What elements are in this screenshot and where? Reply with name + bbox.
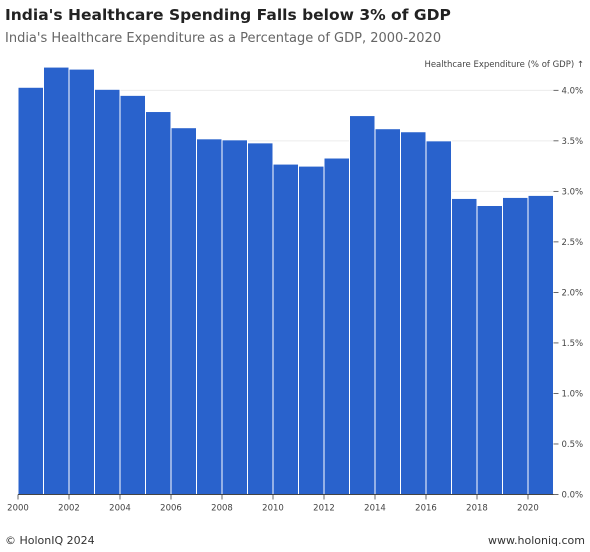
copyright-text: © HolonIQ 2024 (5, 534, 95, 547)
bar-2015[interactable] (400, 131, 427, 496)
y-tick-label: 2.5% (562, 238, 584, 248)
y-tick-label: 1.0% (562, 389, 584, 399)
axes: 0.0% 0.5% 1.0% 1.5% 2.0% 2.5% 3.0% 3.5% 4.0% 2000… (7, 86, 583, 513)
x-tick-label: 2020 (517, 504, 539, 514)
y-tick-label: 1.5% (562, 339, 584, 349)
x-tick-label: 2004 (109, 504, 131, 514)
x-tick-label: 2000 (7, 504, 29, 514)
bar-2000[interactable] (17, 86, 44, 495)
bar-2001[interactable] (43, 66, 70, 496)
bar-2020[interactable] (527, 194, 554, 496)
x-tick-label: 2018 (466, 504, 488, 514)
y-tick-label: 3.5% (562, 137, 584, 147)
website-link[interactable]: www.holoniq.com (488, 534, 585, 547)
bar-2010[interactable] (272, 163, 299, 495)
x-tick-label: 2008 (211, 504, 233, 514)
x-tick-label: 2016 (415, 504, 437, 514)
bar-2014[interactable] (374, 128, 401, 495)
bar-2017[interactable] (451, 197, 478, 495)
x-tick-label: 2006 (160, 504, 182, 514)
bar-2003[interactable] (94, 88, 121, 495)
bar-2004[interactable] (119, 94, 146, 496)
bar-2011[interactable] (298, 165, 325, 495)
bar-2008[interactable] (221, 139, 248, 495)
bar-2005[interactable] (145, 111, 172, 495)
x-tick-label: 2002 (58, 504, 80, 514)
x-tick-label: 2014 (364, 504, 386, 514)
bar-2019[interactable] (502, 196, 529, 495)
y-tick-label: 3.0% (562, 187, 584, 197)
bar-2018[interactable] (476, 205, 503, 495)
chart-title: India's Healthcare Spending Falls below … (5, 6, 451, 24)
y-tick-label: 4.0% (562, 86, 584, 96)
y-tick-label: 0.0% (562, 491, 584, 501)
x-tick-label: 2010 (262, 504, 284, 514)
bar-2012[interactable] (323, 157, 350, 496)
chart-subtitle: India's Healthcare Expenditure as a Perc… (5, 31, 442, 46)
y-tick-label: 2.0% (562, 288, 584, 298)
bar-2016[interactable] (425, 140, 452, 495)
y-axis-label: Healthcare Expenditure (% of GDP) ↑ (424, 60, 584, 70)
y-tick-label: 0.5% (562, 440, 584, 450)
bars (17, 66, 554, 496)
bar-2002[interactable] (68, 68, 95, 496)
x-tick-label: 2012 (313, 504, 335, 514)
bar-2009[interactable] (247, 142, 274, 495)
bar-2007[interactable] (196, 138, 223, 495)
bar-2013[interactable] (349, 115, 376, 495)
bar-2006[interactable] (170, 127, 197, 495)
